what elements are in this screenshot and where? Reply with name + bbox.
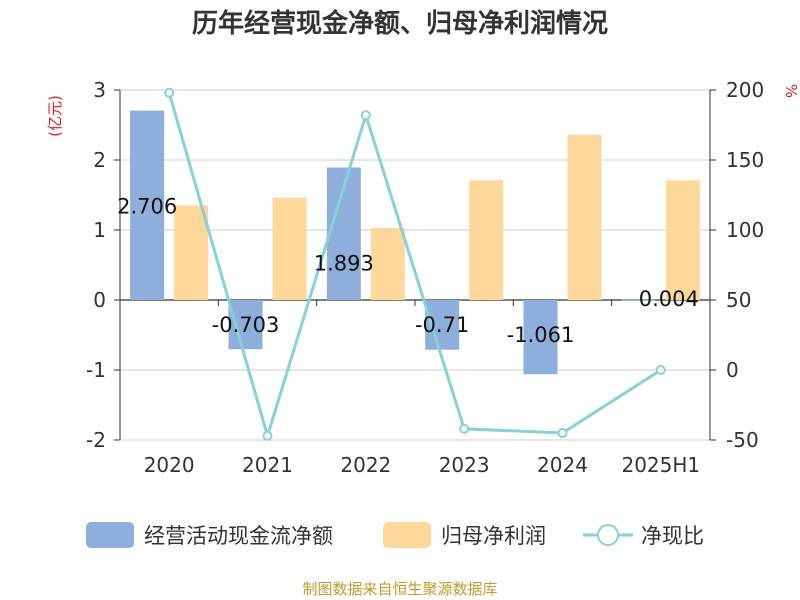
line-point xyxy=(557,428,568,438)
data-label: 2.706 xyxy=(117,195,177,219)
bar-net-profit xyxy=(370,227,405,300)
right-axis-tick-label: -50 xyxy=(726,428,759,452)
bar-operating-cashflow xyxy=(130,110,165,300)
line-point xyxy=(655,365,666,375)
data-label: -1.061 xyxy=(507,323,575,347)
bar-net-profit xyxy=(272,197,307,300)
bar-operating-cashflow xyxy=(621,299,656,301)
plot-area: 3 2 1 0 -1 -2 200 150 100 50 0 -50 2020 2021 2022 2023 2… xyxy=(86,78,764,477)
source-note: 制图数据来自恒生聚源数据库 xyxy=(302,580,497,598)
legend-marker-cash-ratio xyxy=(597,524,619,546)
left-axis-tick-label: 2 xyxy=(93,148,106,172)
legend-label: 归母净利润 xyxy=(441,524,546,548)
legend-label: 净现比 xyxy=(641,524,704,548)
category-label: 2023 xyxy=(439,453,490,477)
bar-net-profit xyxy=(469,180,504,300)
left-axis-tick-label: 3 xyxy=(93,78,106,102)
data-label: -0.703 xyxy=(212,313,280,337)
right-axis-tick-label: 50 xyxy=(726,288,751,312)
category-label: 2021 xyxy=(242,453,293,477)
line-cash-ratio xyxy=(167,92,662,442)
chart-title: 历年经营现金净额、归母净利润情况 xyxy=(192,8,608,39)
category-label: 2020 xyxy=(144,453,195,477)
line-point xyxy=(459,423,470,434)
bar-net-profit xyxy=(174,205,209,300)
line-point xyxy=(360,110,371,121)
right-axis-tick-label: 0 xyxy=(726,358,739,382)
left-axis-tick-label: 1 xyxy=(93,218,106,242)
legend-swatch-operating-cashflow xyxy=(86,522,134,548)
category-label: 2025H1 xyxy=(621,453,700,477)
right-axis-tick-label: 150 xyxy=(726,148,764,172)
right-axis-tick-label: 100 xyxy=(726,218,764,242)
data-label: -0.71 xyxy=(415,313,469,337)
left-axis-tick-label: 0 xyxy=(93,288,106,312)
left-axis-unit: (亿元) xyxy=(46,95,64,137)
right-axis-tick-label: 200 xyxy=(726,78,764,102)
bar-net-profit xyxy=(567,134,602,300)
legend: 经营活动现金流净额 归母净利润 净现比 xyxy=(86,522,704,548)
bar-net-profit xyxy=(665,180,700,300)
data-label: 0.004 xyxy=(639,287,699,311)
left-axis-tick-label: -1 xyxy=(86,358,106,382)
right-axis-unit: % xyxy=(782,84,800,98)
data-label: 1.893 xyxy=(314,251,374,275)
bar-operating-cashflow xyxy=(523,300,558,375)
legend-swatch-net-profit xyxy=(383,522,431,548)
line-point xyxy=(262,430,273,441)
line-point xyxy=(164,87,175,98)
category-label: 2024 xyxy=(537,453,588,477)
category-label: 2022 xyxy=(340,453,391,477)
left-axis-tick-label: -2 xyxy=(86,428,106,452)
legend-label: 经营活动现金流净额 xyxy=(144,524,333,548)
